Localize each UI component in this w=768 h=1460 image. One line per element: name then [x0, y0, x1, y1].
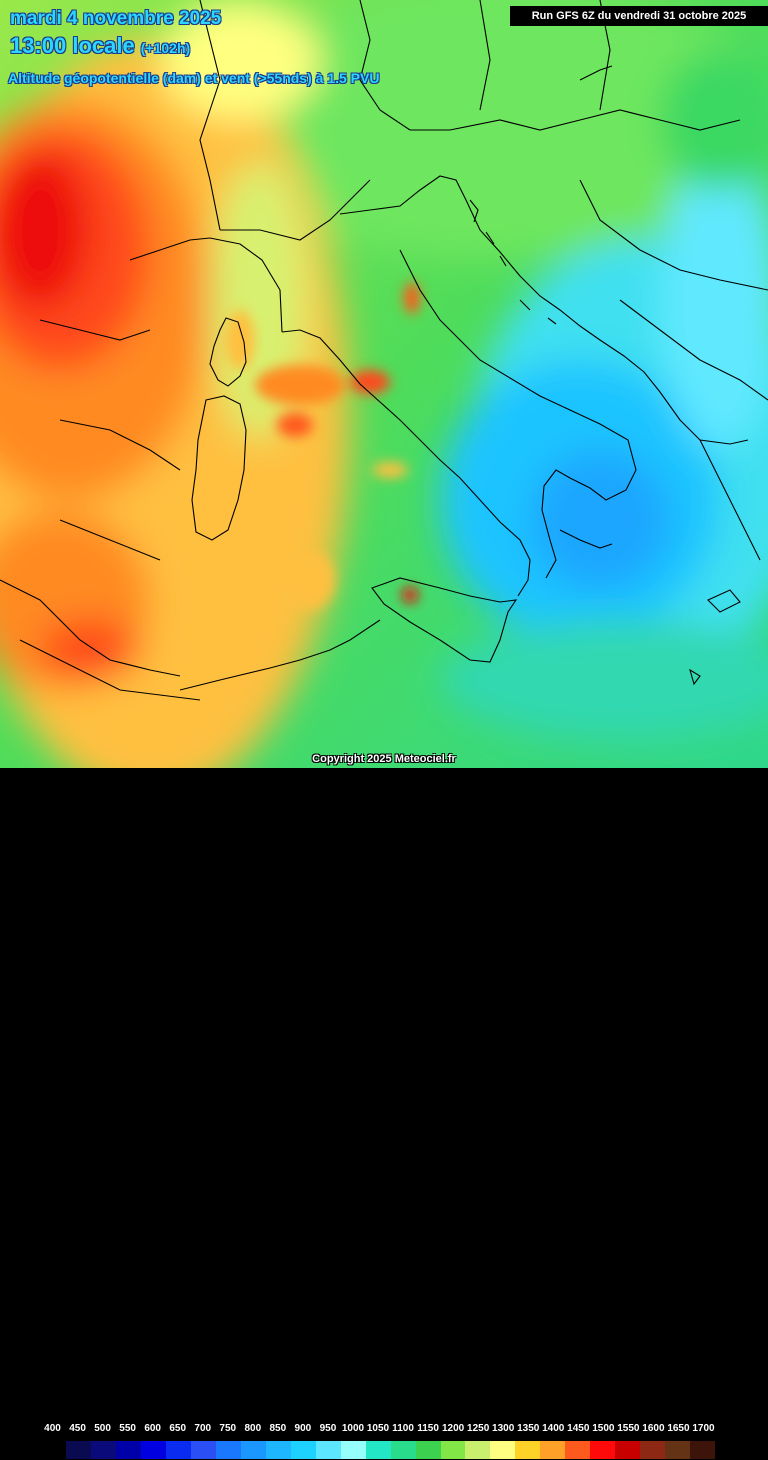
legend-tick-label: 1700: [692, 1423, 715, 1434]
legend-swatch: [340, 1441, 366, 1459]
legend-tick-label: 1100: [392, 1423, 414, 1434]
legend-swatch: [115, 1441, 141, 1459]
legend-swatch: [190, 1441, 216, 1459]
legend-swatch: [590, 1441, 616, 1459]
legend-tick-label: 1250: [467, 1423, 490, 1434]
legend-tick-label: 650: [169, 1423, 187, 1434]
legend-tick-label: 1300: [492, 1423, 515, 1434]
legend-tick-label: 1600: [642, 1423, 665, 1434]
legend-tick-label: 1400: [542, 1423, 565, 1434]
forecast-date: mardi 4 novembre 2025: [10, 8, 222, 29]
legend-color-bar: [40, 1440, 716, 1460]
coastlines-borders: [0, 0, 768, 701]
legend-swatch: [290, 1441, 316, 1459]
legend-swatch: [540, 1441, 566, 1459]
legend-swatch: [440, 1441, 466, 1459]
legend-tick-label: 1500: [592, 1423, 615, 1434]
legend-swatch: [90, 1441, 116, 1459]
legend-swatch: [390, 1441, 416, 1459]
legend-tick-label: 1000: [341, 1423, 365, 1434]
legend-swatch: [665, 1441, 691, 1459]
legend-tick-label: 1450: [567, 1423, 590, 1434]
legend-swatch: [490, 1441, 516, 1459]
legend-swatch: [365, 1441, 391, 1459]
legend-swatch: [515, 1441, 541, 1459]
legend-tick-label: 1650: [667, 1423, 690, 1434]
legend-tick-label: 950: [319, 1423, 337, 1434]
legend-tick-label: 550: [119, 1423, 136, 1434]
run-info: Run GFS 6Z du vendredi 31 octobre 2025: [510, 6, 768, 26]
geopotential-field: [0, 0, 768, 768]
legend-swatch: [215, 1441, 241, 1459]
legend-swatch: [165, 1441, 191, 1459]
legend-swatch: [65, 1441, 91, 1459]
legend-tick-label: 850: [269, 1423, 287, 1434]
copyright-text: Copyright 2025 Meteociel.fr: [312, 753, 456, 765]
legend-tick-label: 800: [244, 1423, 262, 1434]
forecast-time: 13:00 locale (+102h): [10, 33, 190, 59]
legend-tick-labels: 400 450 500 550 600 650 700 750 800 850 900 950 1000…: [40, 1423, 716, 1437]
forecast-lead-time: (+102h): [140, 40, 191, 56]
legend-tick-label: 1050: [366, 1423, 390, 1434]
legend-tick-label: 700: [194, 1423, 212, 1434]
forecast-time-label: 13:00 locale: [10, 33, 135, 58]
legend-tick-label: 750: [219, 1423, 237, 1434]
legend-tick-label: 1350: [517, 1423, 540, 1434]
legend-swatch: [315, 1441, 341, 1459]
legend-tick-label: 500: [94, 1423, 111, 1434]
legend-swatch: [640, 1441, 666, 1459]
legend-tick-label: 1200: [441, 1423, 465, 1434]
legend-swatch: [690, 1441, 716, 1459]
legend-swatch: [415, 1441, 441, 1459]
legend-swatch: [240, 1441, 266, 1459]
legend-swatch: [140, 1441, 166, 1459]
legend-swatch: [41, 1441, 66, 1459]
legend-swatch: [265, 1441, 291, 1459]
legend-tick-label: 900: [294, 1423, 312, 1434]
legend-tick-label: 450: [69, 1423, 86, 1434]
legend-tick-label: 600: [144, 1423, 161, 1434]
legend-tick-label: 1150: [417, 1423, 439, 1434]
legend-swatch: [465, 1441, 491, 1459]
legend-tick-label: 400: [44, 1423, 61, 1434]
legend-tick-label: 1550: [617, 1423, 640, 1434]
legend-swatch: [615, 1441, 641, 1459]
legend-swatch: [565, 1441, 591, 1459]
forecast-map: [0, 0, 768, 768]
parameter-description: Altitude géopotentielle (dam) et vent (>…: [8, 70, 380, 86]
